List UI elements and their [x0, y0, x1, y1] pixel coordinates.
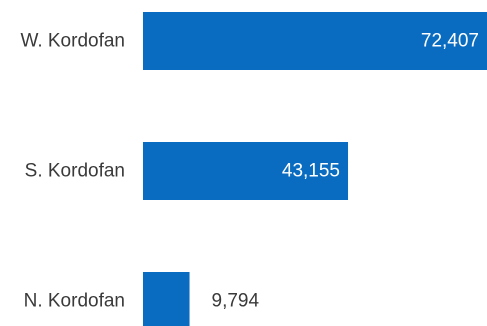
bar-s-kordofan: [143, 142, 349, 200]
value-label: 72,407: [421, 31, 479, 52]
category-label: S. Kordofan: [25, 161, 125, 182]
category-label: W. Kordofan: [20, 31, 125, 52]
bar-n-kordofan: [143, 272, 190, 326]
category-label: N. Kordofan: [24, 291, 125, 312]
bar-w-kordofan: [143, 12, 487, 70]
value-label: 9,794: [212, 291, 260, 312]
value-label: 43,155: [282, 161, 340, 182]
